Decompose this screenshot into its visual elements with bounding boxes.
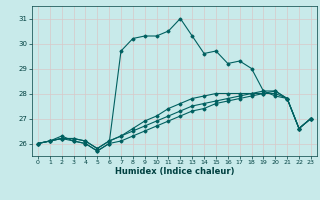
X-axis label: Humidex (Indice chaleur): Humidex (Indice chaleur): [115, 167, 234, 176]
